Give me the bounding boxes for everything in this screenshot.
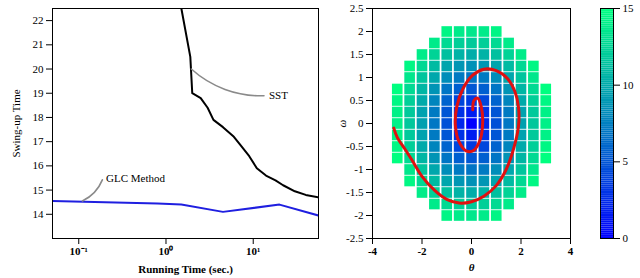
svg-text:-4: -4 [368,245,378,257]
svg-text:0: 0 [623,232,629,244]
svg-text:17: 17 [33,135,45,147]
svg-text:21: 21 [33,38,44,50]
svg-text:18: 18 [33,111,45,123]
svg-text:1.5: 1.5 [350,48,364,60]
svg-text:GLC Method: GLC Method [106,171,165,183]
svg-text:4: 4 [568,245,574,257]
svg-text:10¹: 10¹ [246,245,260,257]
svg-text:10⁻¹: 10⁻¹ [70,245,88,257]
svg-text:2: 2 [358,25,364,37]
svg-text:5: 5 [623,155,629,167]
svg-text:-2.5: -2.5 [346,232,364,244]
svg-text:19: 19 [33,87,45,99]
svg-text:20: 20 [33,63,45,75]
svg-text:-2: -2 [417,245,427,257]
svg-text:2.5: 2.5 [350,2,364,14]
svg-text:-0.5: -0.5 [346,140,364,152]
svg-text:Swing-up Time: Swing-up Time [10,89,22,157]
svg-text:0: 0 [469,245,475,257]
svg-text:0.5: 0.5 [350,94,364,106]
svg-text:10: 10 [623,79,635,91]
svg-text:-1.5: -1.5 [346,186,364,198]
svg-text:-1: -1 [354,163,363,175]
svg-text:2: 2 [518,245,524,257]
svg-text:ω: ω [336,119,348,127]
svg-text:10⁰: 10⁰ [158,245,173,257]
svg-text:14: 14 [33,208,45,220]
svg-text:SST: SST [269,89,288,101]
svg-text:22: 22 [33,14,44,26]
svg-text:0: 0 [358,117,364,129]
svg-text:1: 1 [358,71,364,83]
svg-text:16: 16 [33,159,45,171]
svg-text:θ: θ [469,261,475,273]
svg-text:15: 15 [33,184,45,196]
svg-text:-2: -2 [354,209,363,221]
svg-text:15: 15 [623,2,635,14]
svg-text:Running Time (sec.): Running Time (sec.) [138,263,233,276]
